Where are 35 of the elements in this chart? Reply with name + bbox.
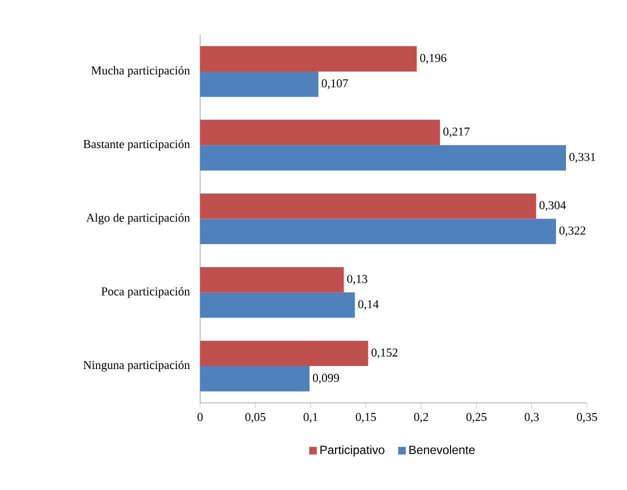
data-label: 0,14: [358, 300, 379, 310]
x-tick-label: 0,1: [304, 413, 318, 423]
x-tick-label: 0,15: [356, 413, 376, 423]
x-tick-label: 0,35: [576, 413, 598, 423]
data-label: 0,13: [347, 275, 368, 285]
data-label: 0,331: [569, 153, 596, 163]
y-tick-label: Algo de participación: [86, 214, 190, 224]
y-tick-label: Ninguna participación: [83, 360, 190, 372]
y-tick-label: Mucha participación: [91, 66, 190, 78]
y-tick-label: Bastante participación: [83, 140, 190, 151]
x-tick-label: 0,2: [414, 413, 428, 423]
data-label: 0,304: [540, 201, 566, 212]
x-tick-label: 0,05: [245, 413, 266, 423]
y-tick-label: Poca participación: [101, 287, 190, 298]
bar: [200, 145, 566, 171]
bar: [200, 267, 344, 293]
bar: [200, 366, 310, 392]
bar: [200, 120, 440, 146]
bar: [200, 292, 355, 318]
x-tick-label: 0,3: [524, 413, 539, 423]
bar: [200, 340, 368, 366]
legend-label: Benevolente: [409, 446, 475, 454]
data-label: 0,152: [372, 348, 398, 358]
data-label: 0,322: [559, 226, 586, 237]
bar: [200, 72, 318, 98]
legend-label: Participativo: [320, 446, 384, 457]
x-tick-label: 0: [198, 413, 203, 422]
bar: [200, 218, 556, 244]
data-label: 0,099: [312, 374, 339, 384]
data-label: 0,107: [322, 79, 348, 90]
data-label: 0,196: [420, 54, 446, 64]
x-tick-label: 0,25: [466, 413, 486, 423]
bar: [200, 194, 536, 219]
data-label: 0,217: [443, 128, 470, 138]
bar: [200, 46, 417, 72]
